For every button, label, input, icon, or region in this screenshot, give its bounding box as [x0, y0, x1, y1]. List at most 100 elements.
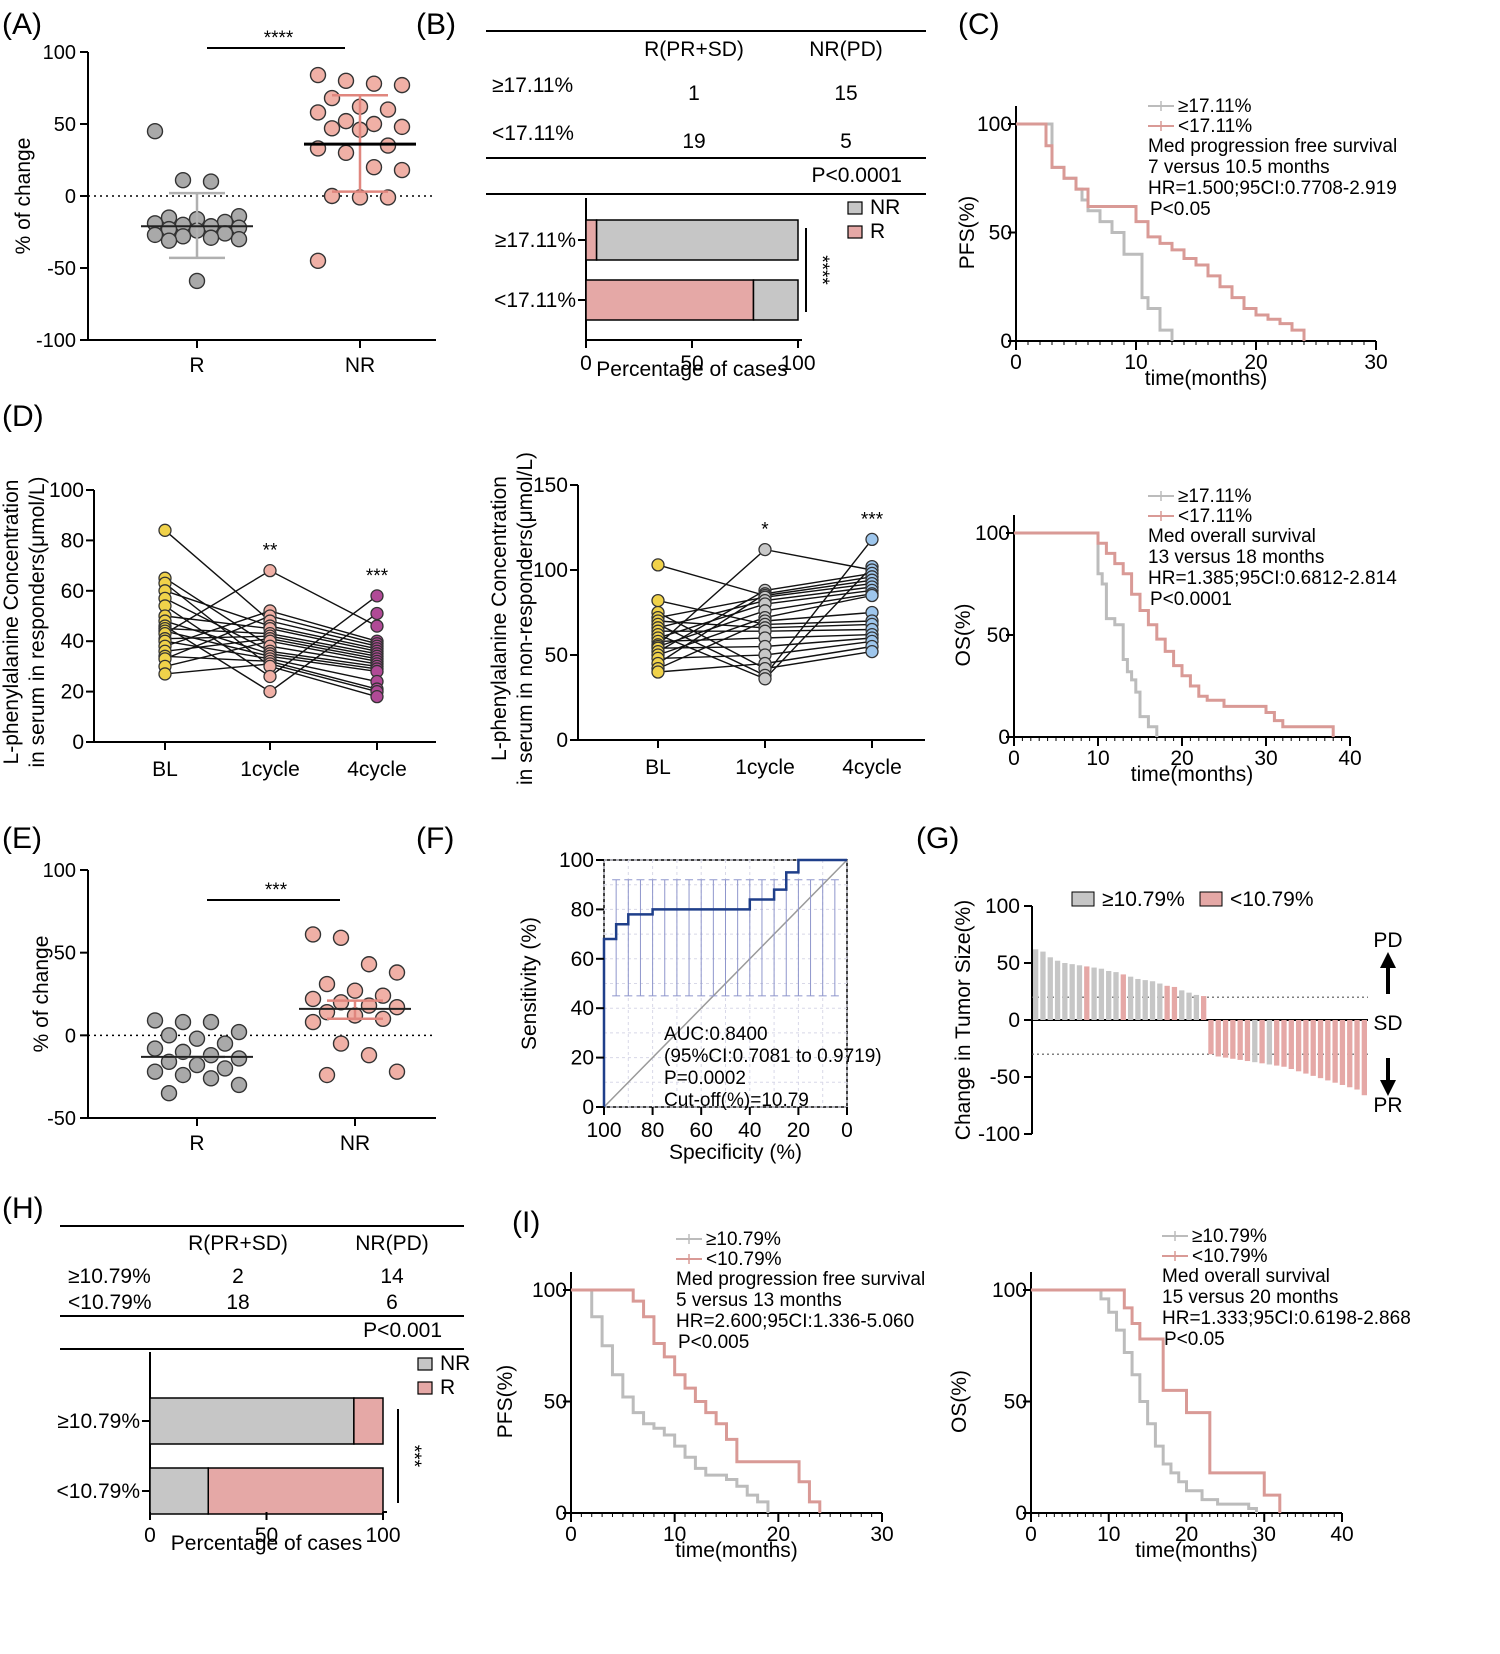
I1-xtick-label: 0: [565, 1523, 577, 1546]
G-bar: [1186, 992, 1192, 1020]
D1-significance-mark: **: [263, 541, 278, 562]
G-bar: [1179, 990, 1185, 1020]
D1-ytick-label: 60: [61, 580, 84, 603]
A-point: [365, 158, 383, 176]
D1-point: [263, 684, 277, 699]
I2-annotation: P<0.05: [1164, 1329, 1225, 1350]
G-bar: [1054, 960, 1061, 1020]
G-bar: [1201, 996, 1207, 1020]
C-ytick-label: 100: [977, 113, 1012, 136]
D1-significance-mark: ***: [366, 566, 389, 587]
D1-point: [370, 589, 384, 603]
C-annotation: Med progression free survival: [1148, 136, 1397, 157]
A-point: [202, 173, 220, 190]
D1-point: [158, 523, 172, 537]
D1-ytick-label: 80: [61, 529, 84, 552]
D2-point: [651, 558, 665, 572]
D2-point: [865, 588, 879, 603]
D3-ytick-label: 0: [998, 726, 1010, 749]
H2-legend-label: R: [440, 1376, 455, 1399]
C-ytick-label: 0: [1000, 330, 1012, 353]
A-point: [216, 225, 234, 242]
D3-legend-label: <17.11%: [1178, 506, 1252, 527]
D2-point: [865, 532, 879, 547]
E-point: [174, 1013, 192, 1031]
panel-label-D: (D): [2, 400, 44, 433]
G-bar: [1040, 951, 1046, 1020]
A-point: [337, 144, 355, 162]
H-pvalue: P<0.001: [363, 1319, 442, 1342]
I2-xtick-label: 10: [1097, 1523, 1120, 1546]
H2-xtick-label: 0: [144, 1524, 156, 1547]
H-table-cell: <10.79%: [68, 1291, 152, 1314]
B2-bar-NR: [752, 279, 799, 321]
B2-legend-swatch: [847, 225, 863, 239]
G-legend-swatch: [1199, 891, 1223, 907]
E-point: [230, 1050, 248, 1067]
B2-xtick-label: 100: [780, 352, 815, 375]
I1-annotation: HR=2.600;95CI:1.336-5.060: [676, 1311, 914, 1332]
G-bar: [1222, 1020, 1229, 1058]
G-bar: [1098, 968, 1105, 1020]
D1-point: [263, 669, 277, 684]
B2-category-label: <17.11%: [494, 289, 576, 312]
H2-significance-mark: ***: [403, 1445, 424, 1468]
C-legend-label: <17.11%: [1178, 116, 1252, 137]
B2-xtick-label: 50: [680, 352, 703, 375]
C-annotation: P<0.05: [1150, 199, 1211, 220]
B2-legend-label: R: [870, 220, 885, 243]
C-y-axis-title: PFS(%): [956, 196, 979, 270]
H-table-cell: 6: [386, 1291, 398, 1314]
G-bar: [1047, 957, 1053, 1020]
G-ytick-label: 0: [1008, 1009, 1020, 1032]
G-bar: [1332, 1020, 1338, 1083]
A-point: [174, 228, 192, 245]
A-xtick-label: R: [189, 354, 204, 377]
H2-bar-NR: [149, 1397, 355, 1445]
D2-point: [651, 665, 665, 679]
I1-xtick-label: 10: [663, 1523, 686, 1546]
F-ytick-label: 60: [571, 948, 594, 971]
C-annotation: HR=1.500;95CI:0.7708-2.919: [1148, 178, 1397, 199]
F-ytick-label: 20: [571, 1047, 594, 1070]
G-bar: [1317, 1020, 1324, 1079]
E-ytick-label: -50: [47, 1108, 76, 1130]
G-bar: [1339, 1020, 1346, 1085]
I2-survival-curve-0: [1031, 1288, 1258, 1513]
H2-x-axis-title: Percentage of cases: [171, 1532, 362, 1555]
panel-label-E: (E): [2, 822, 42, 855]
D3-annotation: Med overall survival: [1148, 526, 1316, 547]
D1-y-axis-title: L-phenylalanine Concentration in serum in…: [0, 476, 49, 767]
I1-ytick-label: 50: [544, 1391, 567, 1414]
G-bar: [1106, 970, 1112, 1020]
A-point: [393, 161, 411, 179]
D3-annotation: HR=1.385;95CI:0.6812-2.814: [1148, 568, 1397, 589]
C-ytick-label: 50: [989, 222, 1012, 245]
G-bar: [1171, 986, 1178, 1020]
G-bar: [1215, 1020, 1221, 1057]
D1-point: [263, 563, 277, 578]
E-point: [360, 1046, 378, 1064]
panel-label-B: (B): [416, 8, 456, 41]
H-table-cell: 18: [226, 1291, 249, 1314]
E-point: [318, 1066, 336, 1084]
F-xtick-label: 100: [586, 1119, 621, 1142]
F-xtick-label: 0: [841, 1119, 853, 1142]
panel-label-H: (H): [2, 1192, 44, 1225]
A-y-axis-title: % of change: [12, 138, 35, 255]
E-point: [360, 956, 378, 973]
D2-significance-mark: ***: [861, 509, 884, 530]
G-bar: [1164, 985, 1170, 1020]
D3-ytick-label: 50: [987, 624, 1010, 647]
I1-ytick-label: 0: [555, 1502, 567, 1525]
G-bar: [1113, 972, 1119, 1020]
B-column-header: R(PR+SD): [644, 38, 744, 61]
E-point: [146, 1040, 164, 1057]
A-point: [146, 226, 164, 244]
G-bar: [1076, 965, 1083, 1020]
I1-survival-curve-0: [571, 1288, 770, 1513]
D3-legend-label: ≥17.11%: [1178, 486, 1252, 507]
G-bar: [1274, 1020, 1280, 1066]
I2-xtick-label: 30: [1253, 1523, 1276, 1546]
